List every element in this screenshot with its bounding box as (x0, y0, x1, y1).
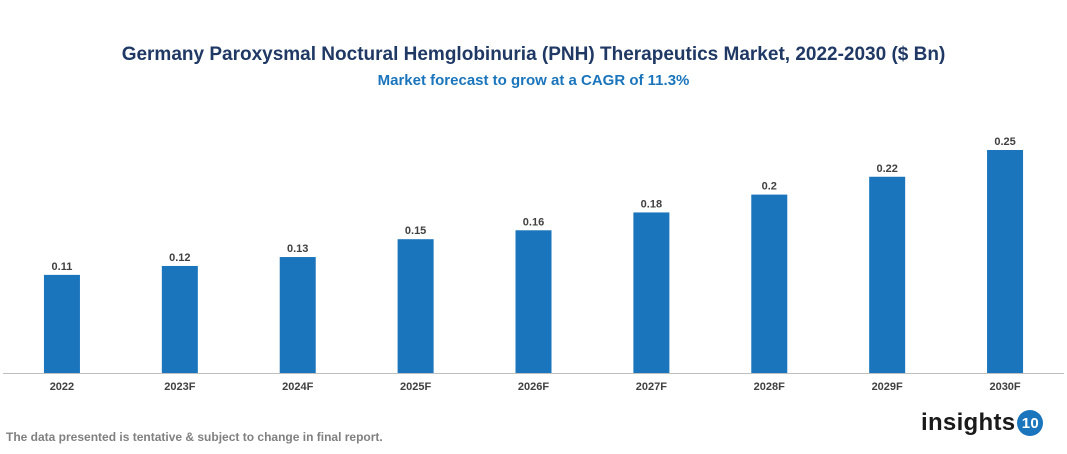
data-label: 0.13 (287, 243, 308, 255)
x-tick-label: 2023F (164, 381, 195, 393)
chart-title: Germany Paroxysmal Noctural Hemglobinuri… (121, 44, 946, 65)
bar-2027F (633, 212, 670, 373)
data-label: 0.2 (762, 181, 777, 193)
bar-2024F (279, 257, 316, 373)
bar-2023F (161, 265, 198, 373)
x-tick-label: 2024F (282, 381, 313, 393)
logo-badge: 10 (1017, 410, 1044, 436)
x-tick-label: 2029F (872, 381, 903, 393)
bar-2022 (43, 274, 80, 373)
data-label: 0.16 (523, 216, 544, 228)
data-label: 0.22 (876, 163, 897, 175)
footnote: The data presented is tentative & subjec… (6, 430, 383, 444)
bar-2025F (397, 239, 434, 373)
bar-2030F (987, 150, 1024, 373)
chart-subtitle: Market forecast to grow at a CAGR of 11.… (377, 72, 690, 89)
bar-chart: 0.11 2022 0.12 2023F 0.13 2024F 0.15 2025F 0.16 2… (3, 136, 1064, 393)
data-label: 0.25 (994, 136, 1015, 148)
x-tick-label: 2026F (518, 381, 549, 393)
data-label: 0.15 (405, 225, 426, 237)
logo-text: insights (921, 409, 1016, 436)
data-label: 0.11 (52, 261, 73, 273)
bar-2028F (751, 194, 788, 373)
data-label: 0.18 (641, 198, 662, 210)
x-tick-label: 2028F (754, 381, 785, 393)
bar-2029F (869, 176, 906, 373)
x-tick-label: 2022 (50, 381, 74, 393)
x-tick-label: 2027F (636, 381, 667, 393)
bar-2026F (515, 230, 552, 373)
insights10-logo: insights 10 (921, 409, 1044, 437)
data-label: 0.12 (169, 252, 190, 264)
x-tick-label: 2030F (989, 381, 1020, 393)
x-tick-label: 2025F (400, 381, 431, 393)
